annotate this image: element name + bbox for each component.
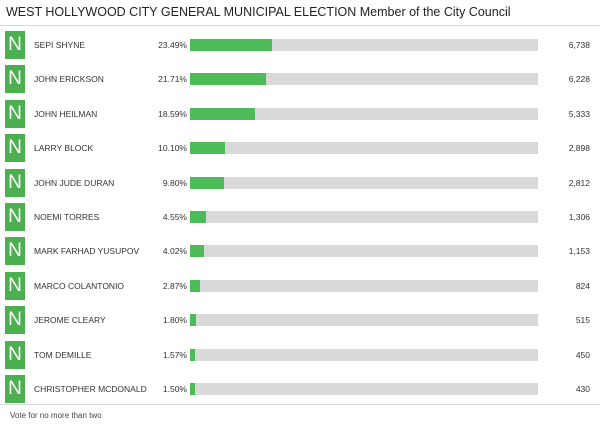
candidate-votes: 515 (575, 315, 590, 326)
candidate-row: N MARCO COLANTONIO 2.87% 824 (0, 269, 600, 303)
candidate-row: N MARK FARHAD YUSUPOV 4.02% 1,153 (0, 234, 600, 268)
candidate-name: MARCO COLANTONIO (34, 280, 125, 291)
vote-share-fill (190, 210, 206, 223)
vote-share-bar (190, 210, 538, 223)
vote-share-bar (190, 245, 538, 258)
candidate-name: JOHN HEILMAN (34, 108, 98, 119)
candidate-percent: 23.49% (158, 40, 187, 50)
candidate-row: N TOM DEMILLE 1.57% 450 (0, 338, 600, 372)
candidate-votes: 430 (575, 383, 590, 394)
title-divider (0, 25, 600, 26)
candidate-percent: 4.02% (162, 246, 187, 257)
page-title: WEST HOLLYWOOD CITY GENERAL MUNICIPAL EL… (6, 5, 511, 19)
candidate-percent: 1.50% (162, 383, 187, 394)
candidate-votes: 2,898 (568, 143, 590, 154)
party-badge-icon: N (5, 99, 25, 128)
vote-share-fill (190, 39, 272, 51)
vote-share-fill (190, 142, 226, 155)
party-badge-icon: N (5, 31, 25, 59)
candidate-percent: 10.10% (158, 143, 187, 154)
candidate-votes: 450 (575, 349, 590, 360)
vote-share-bar (190, 107, 538, 120)
candidate-row: N JOHN JUDE DURAN 9.80% 2,812 (0, 166, 600, 200)
candidate-name: LARRY BLOCK (34, 143, 94, 154)
party-badge-icon: N (5, 202, 25, 231)
vote-share-fill (190, 314, 197, 327)
vote-share-bar (190, 348, 538, 361)
vote-share-fill (190, 245, 204, 258)
candidate-name: JEROME CLEARY (34, 315, 106, 326)
candidate-votes: 1,306 (568, 211, 590, 222)
vote-share-bar (190, 142, 538, 155)
candidate-row: N JEROME CLEARY 1.80% 515 (0, 303, 600, 337)
party-badge-icon: N (5, 306, 25, 335)
candidate-row: N NOEMI TORRES 4.55% 1,306 (0, 200, 600, 234)
candidate-percent: 9.80% (162, 177, 187, 188)
party-badge-icon: N (5, 271, 25, 300)
vote-share-bar (190, 382, 538, 395)
vote-share-bar (190, 39, 538, 51)
candidate-percent: 1.80% (162, 315, 187, 326)
candidate-name: SEPI SHYNE (34, 40, 86, 50)
candidate-votes: 6,738 (568, 40, 590, 50)
vote-share-fill (190, 279, 200, 292)
candidate-votes: 824 (575, 280, 590, 291)
vote-share-fill (190, 348, 196, 361)
candidate-name: CHRISTOPHER MCDONALD (34, 383, 147, 394)
vote-share-bar (190, 314, 538, 327)
party-badge-icon: N (5, 168, 25, 197)
vote-share-bar (190, 176, 538, 189)
party-badge-icon: N (5, 237, 25, 266)
candidate-row: N LARRY BLOCK 10.10% 2,898 (0, 131, 600, 165)
candidate-votes: 5,333 (568, 108, 590, 119)
candidate-row: N JOHN HEILMAN 18.59% 5,333 (0, 97, 600, 131)
candidate-percent: 1.57% (162, 349, 187, 360)
candidate-percent: 4.55% (162, 211, 187, 222)
party-badge-icon: N (5, 65, 25, 94)
candidate-percent: 18.59% (158, 108, 187, 119)
candidate-name: JOHN ERICKSON (34, 74, 104, 85)
candidate-name: NOEMI TORRES (34, 211, 100, 222)
candidate-name: JOHN JUDE DURAN (34, 177, 115, 188)
party-badge-icon: N (5, 340, 25, 369)
party-badge-icon: N (5, 134, 25, 163)
candidate-percent: 2.87% (162, 280, 187, 291)
vote-share-fill (190, 176, 225, 189)
footnote: Vote for no more than two (10, 411, 102, 420)
footer-divider (0, 404, 600, 405)
candidate-name: MARK FARHAD YUSUPOV (34, 246, 140, 257)
vote-share-bar (190, 279, 538, 292)
party-badge-icon: N (5, 374, 25, 403)
candidate-votes: 1,153 (568, 246, 590, 257)
vote-share-fill (190, 107, 255, 120)
candidate-percent: 21.71% (158, 74, 187, 85)
vote-share-bar (190, 73, 538, 86)
candidate-row: N CHRISTOPHER MCDONALD 1.50% 430 (0, 372, 600, 406)
candidate-votes: 2,812 (568, 177, 590, 188)
candidate-row: N JOHN ERICKSON 21.71% 6,228 (0, 62, 600, 96)
candidate-votes: 6,228 (568, 74, 590, 85)
candidate-name: TOM DEMILLE (34, 349, 92, 360)
candidate-row: N SEPI SHYNE 23.49% 6,738 (0, 28, 600, 62)
vote-share-fill (190, 382, 196, 395)
vote-share-fill (190, 73, 266, 86)
results-list: N SEPI SHYNE 23.49% 6,738 N JOHN ERICKSON 21.7… (0, 28, 600, 406)
